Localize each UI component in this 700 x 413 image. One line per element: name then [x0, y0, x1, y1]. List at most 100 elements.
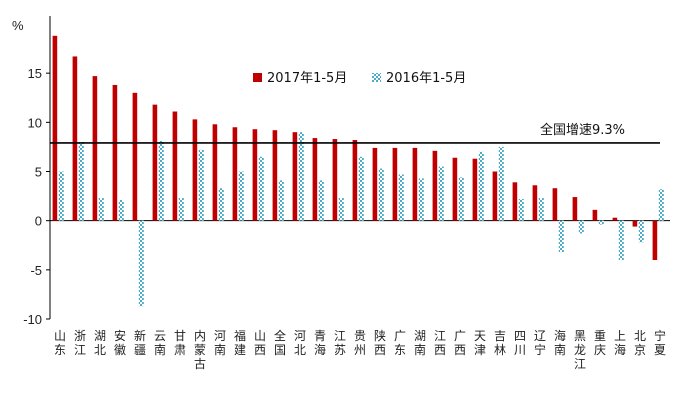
- y-tick-label: -10: [23, 312, 42, 327]
- bar-2017-甘肃: [172, 111, 178, 221]
- category-label: 天津: [474, 329, 486, 357]
- bar-2016-山西: [258, 156, 264, 221]
- bar-2017-贵州: [352, 140, 358, 221]
- bar-2017-湖北: [92, 76, 98, 221]
- category-label: 贵州: [354, 329, 366, 357]
- category-label: 安徽: [114, 328, 126, 357]
- category-label: 全国: [274, 328, 286, 357]
- bar-2016-上海: [618, 220, 624, 260]
- bar-2017-内蒙古: [192, 119, 198, 221]
- reference-line-group: 全国增速9.3%: [50, 122, 660, 144]
- bar-2016-北京: [638, 220, 644, 243]
- category-label: 河南: [214, 329, 226, 357]
- bar-2017-海南: [552, 188, 558, 221]
- category-labels: 山东浙江湖北安徽新疆云南甘肃内蒙古河南福建山西全国河北青海江苏贵州陕西广东湖南江…: [54, 328, 666, 371]
- category-label: 福建: [234, 328, 246, 357]
- bar-2016-浙江: [78, 142, 84, 221]
- bar-2016-江西: [438, 166, 444, 221]
- bar-2017-浙江: [72, 56, 78, 221]
- bar-2016-湖北: [98, 198, 104, 221]
- category-label: 四川: [514, 329, 526, 357]
- category-label: 吉林: [494, 329, 506, 357]
- bar-2017-全国: [272, 130, 278, 221]
- bar-2016-陕西: [378, 168, 384, 221]
- bar-2017-广东: [392, 147, 398, 221]
- category-label: 河北: [294, 329, 306, 357]
- bar-2017-江西: [432, 150, 438, 221]
- bar-2016-山东: [58, 171, 64, 221]
- category-label: 内蒙古: [194, 329, 206, 371]
- bar-2017-黑龙江: [572, 197, 578, 221]
- category-label: 山西: [254, 329, 266, 357]
- bar-2016-云南: [158, 141, 164, 221]
- y-tick-label: 10: [28, 115, 42, 130]
- bar-2017-山西: [252, 129, 258, 221]
- bar-2016-福建: [238, 171, 244, 221]
- y-tick-label: 0: [35, 214, 42, 229]
- category-label: 湖北: [94, 328, 106, 357]
- category-label: 山东: [54, 329, 66, 357]
- legend-label-2017: 2017年1-5月: [267, 71, 347, 86]
- category-label: 陕西: [374, 328, 386, 357]
- bar-2017-宁夏: [652, 220, 658, 260]
- bar-2017-山东: [52, 35, 58, 221]
- legend-swatch-2016: [372, 73, 381, 82]
- category-label: 广东: [394, 329, 406, 357]
- bar-2017-上海: [612, 217, 618, 221]
- category-label: 海南: [554, 328, 566, 357]
- bar-2016-内蒙古: [198, 149, 204, 221]
- bar-2017-河南: [212, 124, 218, 221]
- bar-2017-四川: [512, 182, 518, 221]
- bar-2016-贵州: [358, 156, 364, 221]
- y-tick-label: -5: [30, 263, 42, 278]
- bar-2017-江苏: [332, 139, 338, 221]
- bar-2017-安徽: [112, 84, 118, 221]
- category-label: 青海: [314, 329, 326, 357]
- category-label: 江苏: [334, 329, 346, 357]
- category-label: 浙江: [74, 329, 86, 357]
- bar-2016-湖南: [418, 178, 424, 221]
- category-label: 黑龙江: [574, 329, 586, 371]
- category-label: 上海: [614, 329, 626, 357]
- category-label: 甘肃: [174, 329, 186, 357]
- bar-2017-吉林: [492, 171, 498, 221]
- bar-2017-陕西: [372, 147, 378, 221]
- bar-2016-新疆: [138, 220, 144, 307]
- category-label: 辽宁: [534, 329, 546, 357]
- legend-swatch-2017: [253, 73, 262, 82]
- category-label: 广西: [454, 329, 466, 357]
- bar-2016-广东: [398, 174, 404, 221]
- legend: 2017年1-5月 2016年1-5月: [253, 71, 466, 86]
- bar-2016-青海: [318, 180, 324, 221]
- bar-2017-青海: [312, 138, 318, 221]
- legend-label-2016: 2016年1-5月: [386, 71, 466, 86]
- bar-2016-河北: [298, 132, 304, 221]
- bar-2016-黑龙江: [578, 220, 584, 234]
- bar-2016-重庆: [598, 220, 604, 225]
- bar-2017-新疆: [132, 92, 138, 221]
- bar-2017-云南: [152, 104, 158, 221]
- category-label: 北京: [634, 329, 646, 357]
- reference-line-label: 全国增速9.3%: [540, 122, 625, 138]
- bar-2017-北京: [632, 220, 638, 227]
- bars: [52, 35, 664, 307]
- category-label: 新疆: [134, 328, 146, 357]
- axes: % -10 -5 0 5 10 15: [12, 16, 670, 327]
- bar-2016-广西: [458, 177, 464, 221]
- bar-2016-宁夏: [658, 189, 664, 221]
- bar-2016-辽宁: [538, 198, 544, 221]
- bar-2016-全国: [278, 180, 284, 221]
- category-label: 湖南: [414, 328, 426, 357]
- bar-2017-辽宁: [532, 185, 538, 221]
- bar-2016-四川: [518, 199, 524, 221]
- y-tick-label: 15: [28, 66, 42, 81]
- bar-2017-湖南: [412, 147, 418, 221]
- bar-2017-广西: [452, 157, 458, 221]
- bar-2017-河北: [292, 132, 298, 221]
- category-label: 江西: [434, 329, 446, 357]
- bar-2016-吉林: [498, 146, 504, 221]
- bar-2016-天津: [478, 151, 484, 221]
- bar-2016-安徽: [118, 200, 124, 221]
- category-label: 云南: [154, 329, 166, 357]
